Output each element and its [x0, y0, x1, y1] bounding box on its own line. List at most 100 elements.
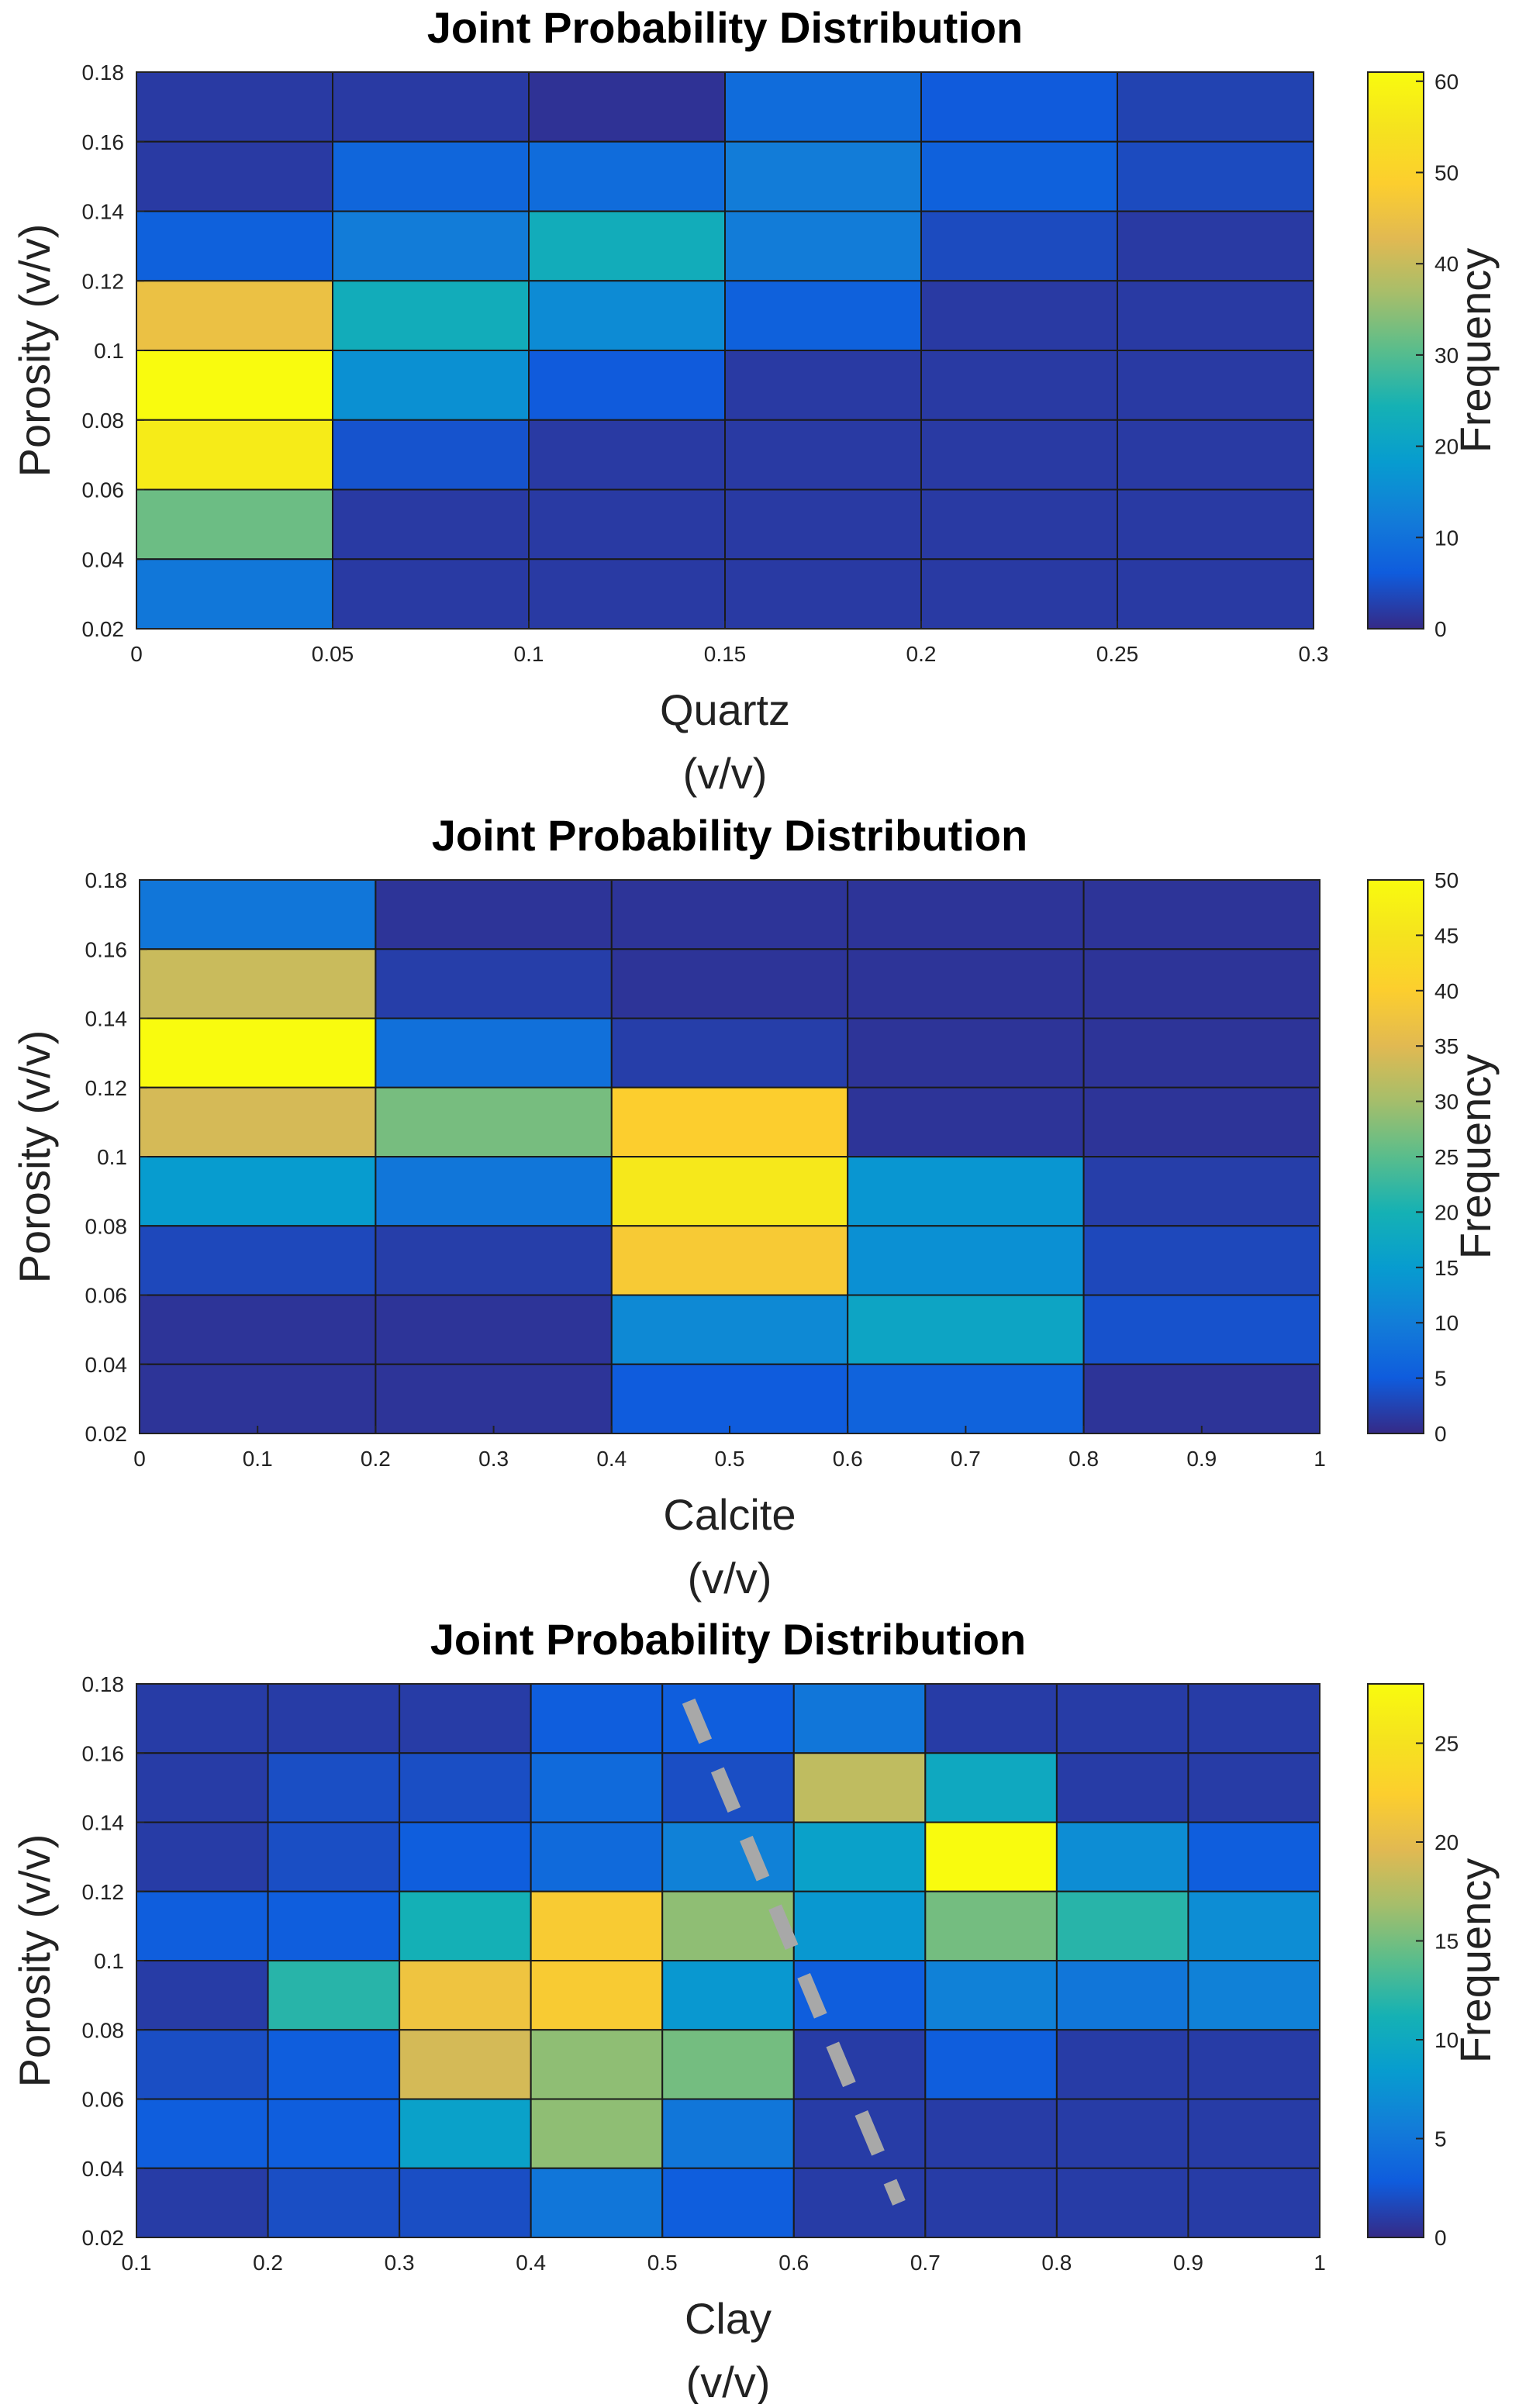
heatmap-cell	[724, 210, 922, 282]
heatmap-cell	[1117, 350, 1314, 421]
heatmap-cell	[375, 1156, 613, 1227]
y-tick-label: 0.18	[82, 1672, 125, 1696]
heatmap-cell	[528, 71, 726, 143]
heatmap-cell	[528, 140, 726, 212]
x-axis-unit: (v/v)	[688, 1554, 772, 1602]
y-tick-label: 0.04	[82, 547, 125, 571]
heatmap-cell	[136, 71, 333, 143]
y-axis-label: Porosity (v/v)	[10, 224, 59, 478]
colorbar-tick-label: 5	[1434, 1367, 1447, 1391]
heatmap-cell	[924, 1683, 1058, 1754]
heatmap-cell	[610, 1086, 849, 1157]
heatmap-cell	[1117, 280, 1314, 351]
x-axis-label: Clay	[685, 2294, 772, 2343]
y-tick-label: 0.18	[85, 868, 128, 892]
heatmap-cell	[1117, 71, 1314, 143]
heatmap-cell	[267, 1960, 401, 2031]
x-axis-unit: (v/v)	[683, 749, 768, 798]
heatmap-cell	[1187, 1683, 1321, 1754]
x-tick-label: 0.3	[478, 1447, 509, 1471]
heatmap-cell	[924, 1890, 1058, 1961]
heatmap-cell	[399, 2098, 532, 2169]
heatmap-cell	[139, 1086, 377, 1157]
heatmap-cell	[136, 558, 333, 630]
colorbar-label: Frequency	[1451, 248, 1500, 454]
x-tick-label: 0.15	[704, 642, 747, 666]
y-tick-label: 0.12	[85, 1076, 128, 1100]
heatmap-cell	[920, 350, 1118, 421]
heatmap-cell	[1187, 2167, 1321, 2238]
y-tick-label: 0.14	[85, 1007, 128, 1031]
heatmap-cell	[528, 350, 726, 421]
heatmap-cell	[724, 71, 922, 143]
x-tick-label: 0.9	[1173, 2251, 1203, 2275]
heatmap-cell	[924, 2167, 1058, 2238]
y-tick-label: 0.16	[82, 1741, 125, 1765]
heatmap-cell	[1055, 1960, 1189, 2031]
colorbar-tick-label: 25	[1434, 1145, 1459, 1169]
heatmap-cell	[920, 488, 1118, 561]
heatmap-cell	[399, 2029, 532, 2100]
y-tick-label: 0.12	[82, 269, 125, 293]
chart-panel-2: Joint Probability Distribution 0 0.1 0.2 0.3…	[10, 811, 1500, 1602]
y-axis-label: Porosity (v/v)	[10, 1030, 59, 1284]
heatmap-cell	[375, 1225, 613, 1296]
x-tick-label: 0.8	[1068, 1447, 1099, 1471]
heatmap-cell	[610, 1225, 849, 1296]
x-tick-label: 0.6	[833, 1447, 863, 1471]
x-tick-label: 0.4	[596, 1447, 627, 1471]
heatmap-cell	[1055, 1890, 1189, 1961]
heatmap-cell	[1117, 419, 1314, 491]
x-tick-label: 0	[133, 1447, 146, 1471]
heatmap-cell	[332, 71, 530, 143]
colorbar	[1367, 1683, 1424, 2238]
heatmap-cell	[1187, 1752, 1321, 1823]
x-tick-label: 0.2	[906, 642, 937, 666]
heatmap-cell	[724, 419, 922, 491]
heatmap-cell	[375, 1086, 613, 1157]
heatmap-cell	[136, 1752, 269, 1823]
colorbar	[1367, 71, 1424, 630]
y-tick-label: 0.02	[82, 617, 125, 641]
colorbar-tick-label: 15	[1434, 1930, 1459, 1954]
colorbar-tick-label: 50	[1434, 160, 1459, 185]
heatmap-cell	[267, 1890, 401, 1961]
trend-dashed-line	[682, 1698, 906, 2206]
heatmap-cell	[399, 1890, 532, 1961]
x-tick-label: 0.05	[312, 642, 354, 666]
heatmap-cell	[139, 948, 377, 1019]
y-tick-label: 0.08	[85, 1214, 128, 1238]
heatmap-cell	[924, 1752, 1058, 1823]
heatmap-cell	[530, 1683, 664, 1754]
heatmap-cell	[610, 1017, 849, 1088]
heatmap-cell	[661, 1683, 795, 1754]
chart-title: Joint Probability Distribution	[432, 811, 1027, 860]
heatmap-cell	[1055, 1752, 1189, 1823]
heatmap-cell	[924, 1821, 1058, 1892]
heatmap-cell	[267, 2029, 401, 2100]
colorbar-tick-label: 0	[1434, 617, 1447, 641]
heatmap-cell	[136, 140, 333, 212]
x-tick-label: 0.9	[1186, 1447, 1217, 1471]
heatmap-cell	[847, 1363, 1085, 1434]
heatmap-cell	[530, 2167, 664, 2238]
heatmap-cell	[399, 1821, 532, 1892]
heatmap-cell	[920, 419, 1118, 491]
heatmap-cell	[924, 1960, 1058, 2031]
chart-title: Joint Probability Distribution	[430, 1615, 1026, 1664]
heatmap-cell	[920, 71, 1118, 143]
heatmap-cell	[1055, 2098, 1189, 2169]
heatmap-cell	[1082, 1294, 1320, 1365]
heatmap-cell	[792, 2098, 927, 2169]
heatmap-cell	[1117, 488, 1314, 561]
heatmap-cell	[530, 1960, 664, 2031]
heatmap-cell	[136, 2098, 269, 2169]
colorbar-tick-label: 5	[1434, 2127, 1447, 2151]
x-tick-label: 0	[130, 642, 143, 666]
heatmap-cell	[332, 488, 530, 561]
colorbar-tick-label: 60	[1434, 70, 1459, 94]
heatmap-cell	[332, 350, 530, 421]
heatmap-cell	[847, 948, 1085, 1019]
heatmap-cell	[661, 1960, 795, 2031]
